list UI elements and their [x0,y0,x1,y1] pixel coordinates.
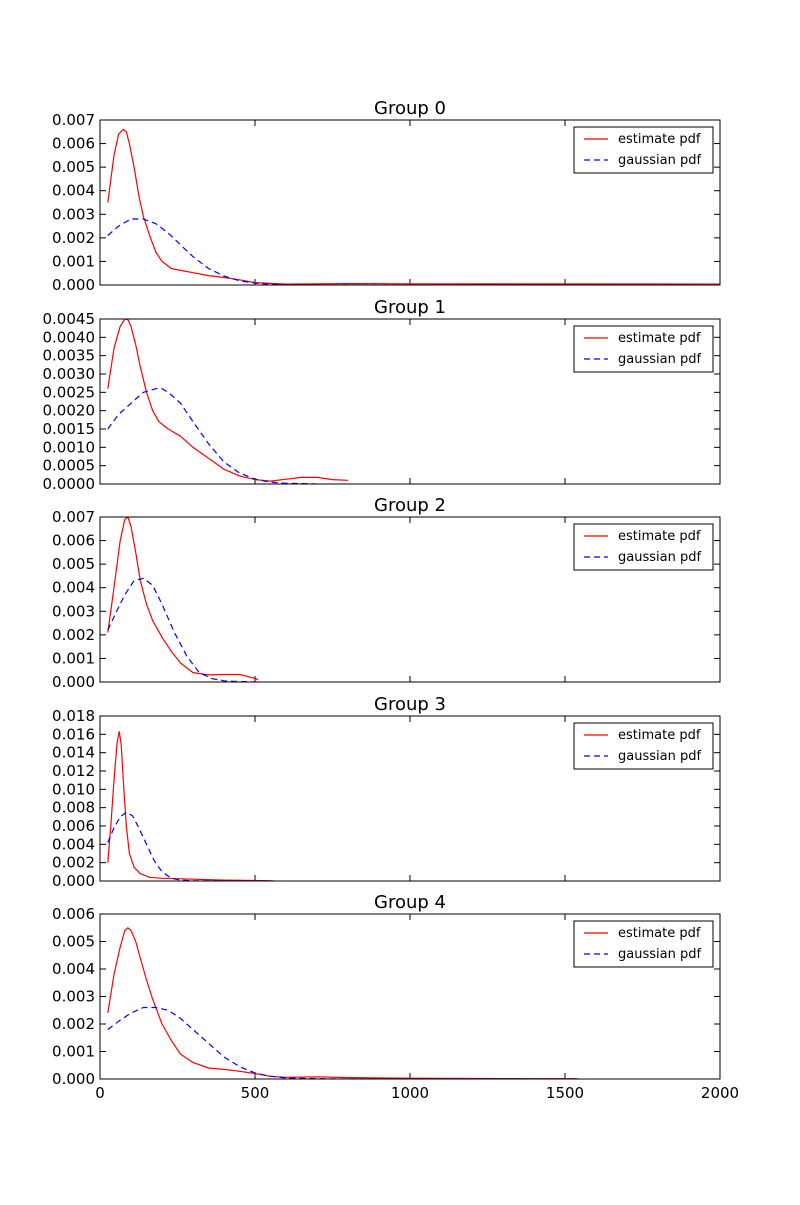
y-tick-label: 0.007 [52,508,95,526]
y-tick-label: 0.000 [52,872,95,890]
legend-box [573,722,714,770]
subplot-title: Group 2 [374,495,446,516]
y-tick-label: 0.001 [52,649,95,667]
subplot-group-2: Group 2 0.000 0.001 0.002 0.003 0.004 0.005 0.0… [52,495,721,691]
gaussian-pdf-line [107,218,720,285]
y-tick-label: 0.006 [52,135,95,153]
subplot-group-4: Group 4 0.000 0.001 0.002 0.003 0.004 0.005 0.0… [52,892,739,1102]
estimate-pdf-line [107,730,274,881]
y-tick-label: 0.006 [52,905,95,923]
estimate-pdf-line [107,927,578,1079]
legend: estimate pdf gaussian pdf [573,722,714,770]
y-tick-label: 0.003 [52,988,95,1006]
axes-frame [99,119,721,286]
axes-frame [99,318,721,485]
y-tick-label: 0.0005 [43,457,96,475]
y-tick-label: 0.006 [52,817,95,835]
gaussian-pdf-line [107,1006,578,1079]
legend-gaussian-label: gaussian pdf [618,749,701,764]
legend-gaussian-label: gaussian pdf [618,947,701,962]
estimate-pdf-line [107,319,349,482]
y-tick-label: 0.0040 [43,328,96,346]
y-tick-label: 0.008 [52,799,95,817]
y-tick-label: 0.010 [52,780,95,798]
y-tick-label: 0.0000 [43,475,96,493]
estimate-pdf-line [107,517,259,681]
gaussian-pdf-line [107,811,274,881]
axes-frame [99,516,721,683]
y-tick-label: 0.005 [52,158,95,176]
legend: estimate pdf gaussian pdf [573,126,714,174]
subplot-title: Group 3 [374,694,446,715]
y-tick-label: 0.0010 [43,438,96,456]
y-tick-label: 0.0035 [43,347,96,365]
y-tick-label: 0.003 [52,205,95,223]
y-tick-label: 0.018 [52,707,95,725]
legend-estimate-label: estimate pdf [618,728,701,743]
y-tick-label: 0.002 [52,229,95,247]
y-tick-label: 0.004 [52,579,95,597]
legend-gaussian-label: gaussian pdf [618,153,701,168]
y-tick-label: 0.016 [52,725,95,743]
x-tick-label: 0 [95,1084,105,1102]
legend-gaussian-label: gaussian pdf [618,550,701,565]
y-tick-label: 0.000 [52,1070,95,1088]
legend-box [573,920,714,968]
legend-gaussian-label: gaussian pdf [618,352,701,367]
x-tick-label: 1000 [391,1084,429,1102]
subplot-group-0: Group 0 0.000 0.001 0.002 0.003 0.004 0.005 0.0… [52,98,721,294]
y-tick-label: 0.001 [52,252,95,270]
y-tick-label: 0.002 [52,626,95,644]
estimate-pdf-line [107,128,720,285]
subplot-title: Group 1 [374,297,446,318]
y-tick-label: 0.0030 [43,365,96,383]
y-tick-label: 0.005 [52,933,95,951]
x-tick-label: 1500 [546,1084,584,1102]
subplot-group-3: Group 30.0000.0020.0040.0060.0080.0100.0… [52,694,721,890]
gaussian-pdf-line [107,577,259,682]
y-tick-label: 0.002 [52,854,95,872]
legend-estimate-label: estimate pdf [618,331,701,346]
axes-frame [99,715,721,882]
y-tick-label: 0.005 [52,555,95,573]
gaussian-pdf-line [107,388,318,484]
y-tick-label: 0.000 [52,276,95,294]
y-tick-label: 0.0045 [43,310,96,328]
y-tick-label: 0.007 [52,111,95,129]
legend: estimate pdf gaussian pdf [573,523,714,571]
y-tick-label: 0.0025 [43,383,96,401]
legend-box [573,126,714,174]
legend-box [573,523,714,571]
x-tick-label: 500 [241,1084,270,1102]
legend: estimate pdf gaussian pdf [573,325,714,373]
legend-estimate-label: estimate pdf [618,132,701,147]
x-tick-label: 2000 [701,1084,739,1102]
y-tick-label: 0.000 [52,673,95,691]
subplot-title: Group 0 [374,98,446,119]
y-tick-label: 0.004 [52,960,95,978]
y-tick-label: 0.004 [52,182,95,200]
axes-frame [99,913,721,1080]
y-tick-label: 0.006 [52,532,95,550]
y-tick-label: 0.0020 [43,402,96,420]
y-tick-label: 0.001 [52,1043,95,1061]
subplot-title: Group 4 [374,892,446,913]
legend: estimate pdf gaussian pdf [573,920,714,968]
legend-box [573,325,714,373]
legend-estimate-label: estimate pdf [618,529,701,544]
y-tick-label: 0.004 [52,835,95,853]
subplot-group-1: Group 10.00000.00050.00100.00150.00200.0… [43,297,721,493]
y-tick-label: 0.003 [52,602,95,620]
y-tick-label: 0.002 [52,1015,95,1033]
y-tick-label: 0.014 [52,744,95,762]
legend-estimate-label: estimate pdf [618,926,701,941]
y-tick-label: 0.012 [52,762,95,780]
y-tick-label: 0.0015 [43,420,96,438]
